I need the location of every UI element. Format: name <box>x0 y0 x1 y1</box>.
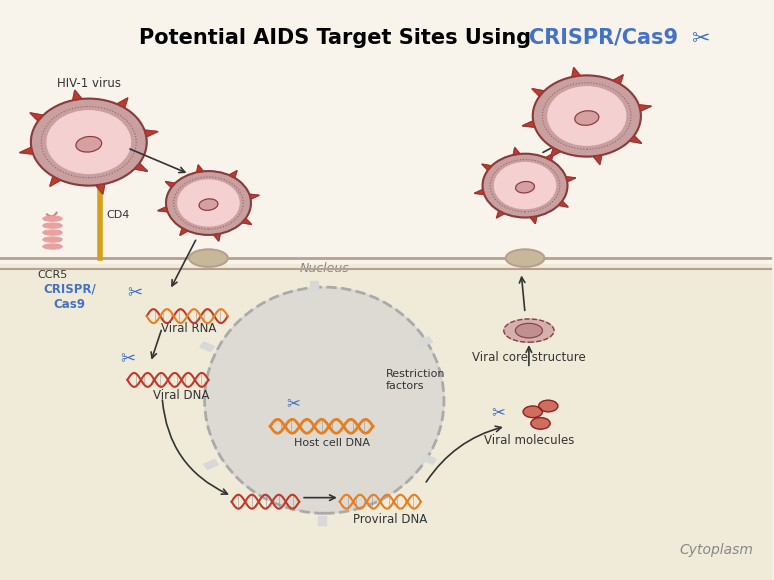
Text: CRISPR/
Cas9: CRISPR/ Cas9 <box>43 283 96 311</box>
Ellipse shape <box>199 199 218 211</box>
Text: ✂: ✂ <box>491 403 505 421</box>
Polygon shape <box>180 228 188 235</box>
Text: HIV-1 virus: HIV-1 virus <box>57 77 121 90</box>
Text: ✂: ✂ <box>120 350 135 369</box>
Circle shape <box>548 87 625 145</box>
Bar <box>200 342 214 351</box>
Ellipse shape <box>504 319 554 342</box>
Polygon shape <box>613 75 623 84</box>
Polygon shape <box>96 184 104 194</box>
Ellipse shape <box>43 216 62 222</box>
Polygon shape <box>30 113 43 121</box>
Circle shape <box>533 75 641 157</box>
Polygon shape <box>166 182 175 187</box>
Ellipse shape <box>43 237 62 242</box>
Polygon shape <box>214 234 221 241</box>
Polygon shape <box>229 171 237 178</box>
Polygon shape <box>249 194 259 199</box>
Text: ✂: ✂ <box>128 284 142 303</box>
Ellipse shape <box>515 324 543 338</box>
Text: Viral RNA: Viral RNA <box>162 322 217 335</box>
Ellipse shape <box>43 230 62 235</box>
Bar <box>418 337 433 347</box>
Text: Proviral DNA: Proviral DNA <box>353 513 427 526</box>
Bar <box>318 516 326 525</box>
Bar <box>0 0 772 263</box>
Ellipse shape <box>43 223 62 229</box>
Ellipse shape <box>531 418 550 429</box>
Bar <box>422 455 437 465</box>
Polygon shape <box>19 147 33 154</box>
Polygon shape <box>117 98 128 108</box>
Ellipse shape <box>539 400 558 412</box>
Polygon shape <box>50 176 60 186</box>
Text: CD4: CD4 <box>107 209 130 220</box>
Text: CCR5: CCR5 <box>37 270 67 280</box>
Text: Potential AIDS Target Sites Using: Potential AIDS Target Sites Using <box>139 28 539 48</box>
Polygon shape <box>559 201 568 207</box>
Circle shape <box>482 154 567 218</box>
Bar <box>0 263 772 580</box>
Polygon shape <box>572 67 580 77</box>
Circle shape <box>495 162 556 209</box>
Polygon shape <box>532 89 544 96</box>
Text: Cytoplasm: Cytoplasm <box>680 543 753 557</box>
Polygon shape <box>594 155 601 165</box>
Ellipse shape <box>575 111 599 125</box>
Polygon shape <box>158 207 167 212</box>
Ellipse shape <box>76 136 101 152</box>
Polygon shape <box>197 165 204 172</box>
Polygon shape <box>482 164 491 170</box>
Polygon shape <box>496 211 505 218</box>
Polygon shape <box>550 148 560 157</box>
Ellipse shape <box>505 249 544 267</box>
Ellipse shape <box>204 287 444 513</box>
Polygon shape <box>639 105 652 111</box>
Polygon shape <box>73 90 82 100</box>
Polygon shape <box>145 130 158 137</box>
Bar <box>204 460 218 469</box>
Polygon shape <box>135 163 148 172</box>
Text: Restriction
factors: Restriction factors <box>386 369 446 391</box>
Bar <box>310 281 318 290</box>
Polygon shape <box>513 147 520 155</box>
Text: CRISPR/Cas9: CRISPR/Cas9 <box>529 28 678 48</box>
Polygon shape <box>546 153 553 161</box>
Polygon shape <box>474 190 484 194</box>
Polygon shape <box>522 121 535 127</box>
Circle shape <box>31 99 147 186</box>
Polygon shape <box>242 219 252 224</box>
Circle shape <box>166 171 251 235</box>
Ellipse shape <box>43 244 62 249</box>
Ellipse shape <box>523 406 543 418</box>
Text: Host cell DNA: Host cell DNA <box>294 438 370 448</box>
Ellipse shape <box>515 182 535 193</box>
Text: ✂: ✂ <box>286 394 300 412</box>
Text: ✂: ✂ <box>691 29 710 49</box>
Ellipse shape <box>189 249 228 267</box>
Circle shape <box>178 180 239 226</box>
Text: Viral DNA: Viral DNA <box>153 389 210 401</box>
Circle shape <box>47 111 131 173</box>
Text: Nucleus: Nucleus <box>300 263 349 276</box>
Text: Viral core structure: Viral core structure <box>472 351 586 364</box>
Polygon shape <box>530 216 537 224</box>
Polygon shape <box>566 177 576 182</box>
Text: Viral molecules: Viral molecules <box>484 434 574 447</box>
Polygon shape <box>629 136 642 143</box>
